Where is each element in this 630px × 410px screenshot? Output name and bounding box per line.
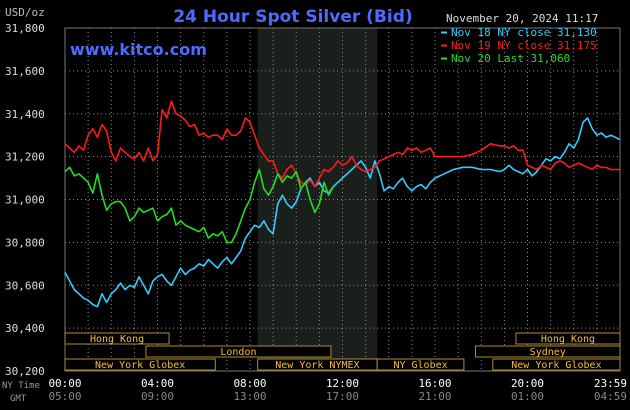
y-tick-label: 30,800 [5, 236, 45, 249]
series-line-2 [64, 100, 620, 188]
session-bar [64, 332, 170, 345]
session-label: New York NYMEX [275, 360, 359, 371]
x-tick-label: 04:00 [141, 377, 174, 390]
series-line-1 [64, 117, 620, 308]
session-label: Hong Kong [541, 334, 595, 345]
gmt-tick-label: 17:00 [326, 390, 359, 403]
y-tick-label: 31,600 [5, 65, 45, 78]
ny-time-label: NY Time [2, 381, 40, 391]
y-tick-label: 31,800 [5, 22, 45, 35]
x-tick-label: 16:00 [418, 377, 451, 390]
legend-entry: Nov 19 NY close 31,175 [451, 39, 597, 52]
session-label: Hong Kong [90, 334, 144, 345]
series-line-3 [64, 166, 335, 244]
session-bar [492, 358, 621, 371]
session-label: London [220, 347, 256, 358]
x-tick-label: 12:00 [326, 377, 359, 390]
unit-label: USD/oz [5, 6, 45, 19]
session-label: Sydney [530, 347, 566, 358]
y-tick-label: 31,400 [5, 108, 45, 121]
session-bar [474, 345, 621, 358]
gmt-tick-label: 05:00 [48, 390, 81, 403]
gmt-tick-label: 09:00 [141, 390, 174, 403]
session-bar [145, 345, 332, 358]
x-tick-label: 20:00 [511, 377, 544, 390]
legend-entry: Nov 20 Last 31,060 [451, 52, 570, 65]
y-tick-label: 30,400 [5, 322, 45, 335]
legend-entry: Nov 18 NY close 31,130 [451, 26, 597, 39]
plot-frame [64, 27, 621, 372]
x-tick-label: 23:59 [594, 377, 627, 390]
session-label: NY Globex [393, 360, 447, 371]
y-tick-label: 31,200 [5, 151, 45, 164]
timestamp: November 20, 2024 11:17 [446, 12, 598, 25]
session-label: New York Globex [95, 360, 185, 371]
gmt-tick-label: 21:00 [418, 390, 451, 403]
y-axis: 31,800 31,600 31,400 31,200 31,000 30,800 30,6… [5, 22, 45, 378]
session-bars: Hong Kong Hong Kong London Sydney New York G… [64, 332, 621, 371]
y-tick-label: 30,200 [5, 365, 45, 378]
chart-title: 24 Hour Spot Silver (Bid) [173, 7, 412, 27]
gmt-label: GMT [10, 394, 27, 404]
gmt-tick-label: 13:00 [233, 390, 266, 403]
y-tick-label: 30,600 [5, 279, 45, 292]
x-tick-label: 00:00 [48, 377, 81, 390]
gmt-tick-label: 04:59 [594, 390, 627, 403]
watermark: www.kitco.com [70, 40, 207, 59]
gmt-tick-label: 01:00 [511, 390, 544, 403]
session-bar [376, 358, 465, 371]
session-bar [64, 358, 216, 371]
y-tick-label: 31,000 [5, 194, 45, 207]
x-tick-label: 08:00 [233, 377, 266, 390]
session-label: New York Globex [511, 360, 601, 371]
session-bar [515, 332, 621, 345]
series-layer [64, 100, 620, 308]
